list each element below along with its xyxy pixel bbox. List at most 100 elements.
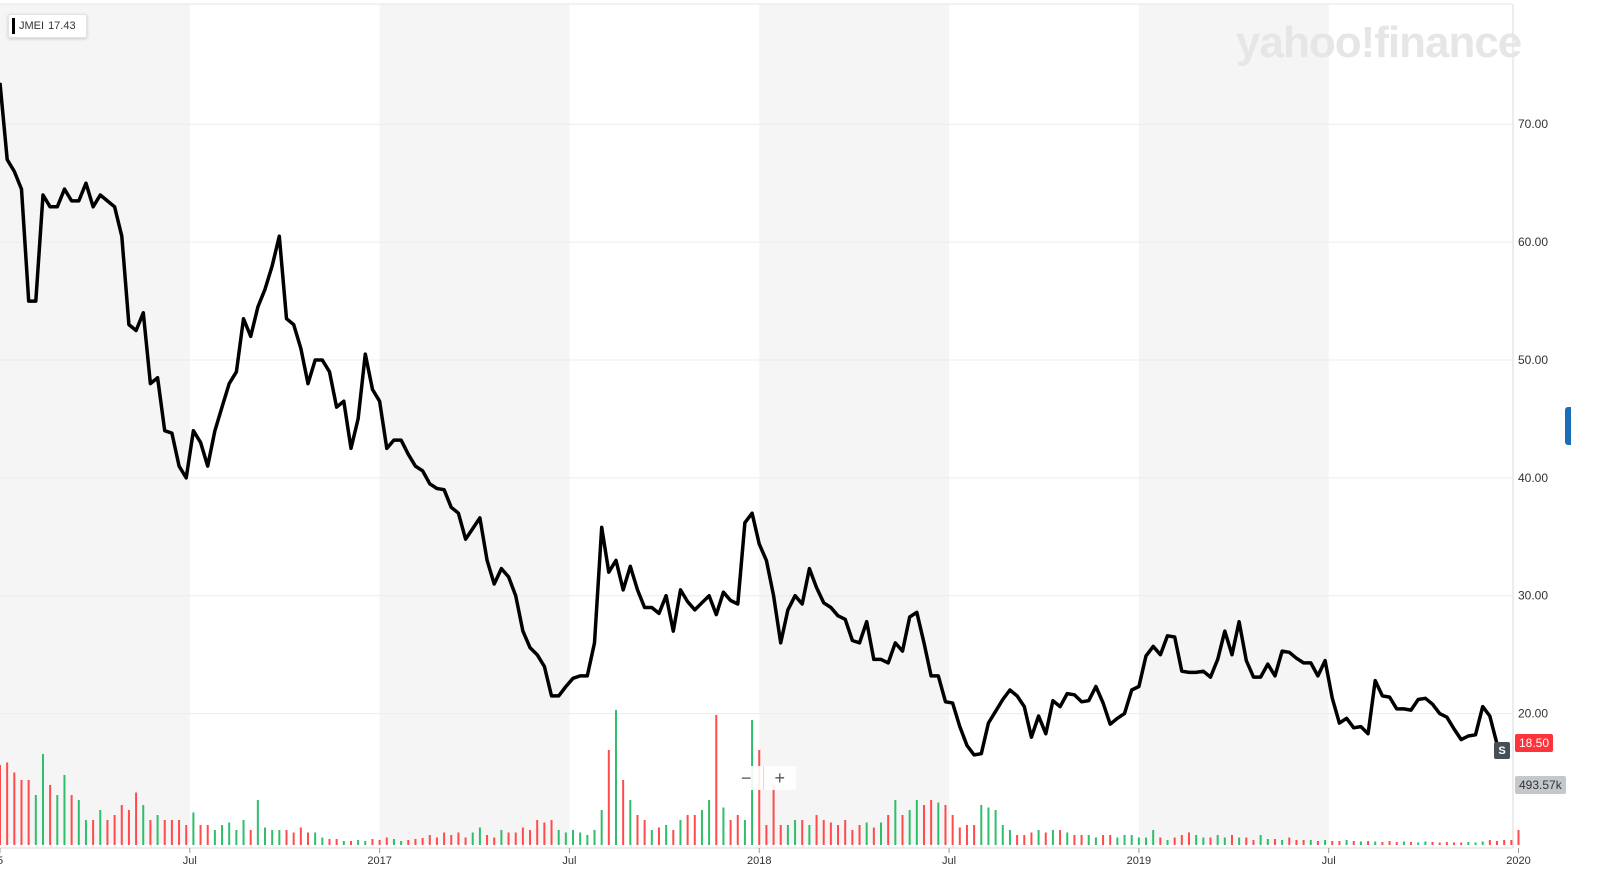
volume-bar [1188, 832, 1191, 845]
price-point [694, 609, 696, 611]
volume-bar [120, 805, 123, 845]
volume-bar [543, 822, 546, 845]
volume-bar [736, 815, 739, 845]
volume-bar [715, 715, 718, 845]
volume-bar [1510, 840, 1513, 845]
price-point [114, 206, 116, 208]
price-point [1073, 694, 1076, 696]
volume-bar [471, 832, 474, 845]
volume-bar [657, 827, 660, 845]
volume-bar [357, 840, 360, 845]
volume-bar [1367, 841, 1370, 845]
price-point [601, 526, 603, 528]
price-point [285, 318, 288, 320]
volume-bar [1116, 837, 1119, 845]
price-point [192, 430, 194, 432]
volume-bar [421, 838, 424, 845]
price-point [106, 200, 109, 202]
volume-bar [70, 795, 73, 845]
price-point [400, 439, 402, 441]
price-point [780, 642, 782, 644]
volume-bar [1352, 841, 1355, 845]
price-point [85, 182, 87, 184]
price-point [1431, 703, 1434, 705]
price-point [328, 371, 331, 373]
price-point [765, 559, 768, 561]
volume-bar [185, 825, 188, 845]
price-point [49, 206, 51, 208]
volume-bar [822, 820, 825, 845]
price-point [1037, 715, 1040, 717]
volume-bar [708, 800, 711, 845]
volume-bar [1410, 842, 1413, 845]
volume-bar [880, 822, 883, 845]
price-point [1209, 676, 1212, 678]
volume-bar [1460, 842, 1463, 845]
volume-bar [951, 815, 954, 845]
price-point [457, 512, 460, 514]
price-point [20, 188, 23, 190]
volume-bar [378, 840, 381, 845]
volume-bar [335, 839, 338, 845]
volume-bar [400, 841, 403, 845]
price-point [1303, 662, 1305, 664]
volume-bar [564, 832, 567, 845]
price-point [414, 465, 417, 467]
price-point [1145, 655, 1147, 657]
price-point [500, 568, 502, 570]
shaded-period-3 [1138, 4, 1329, 844]
volume-bar [1145, 837, 1148, 845]
volume-bar [342, 841, 345, 845]
price-point [307, 382, 309, 385]
volume-bar [794, 820, 797, 845]
volume-bar [514, 832, 517, 845]
price-point [164, 430, 166, 432]
zoom-in-button[interactable]: + [774, 767, 785, 788]
price-point [1403, 708, 1405, 710]
price-point [658, 612, 660, 615]
side-panel-handle[interactable] [1565, 407, 1571, 445]
price-point [507, 576, 510, 578]
zoom-out-button[interactable]: − [730, 766, 764, 790]
price-point [264, 288, 266, 290]
volume-bar [829, 822, 832, 845]
price-point [758, 543, 760, 545]
volume-bar [1281, 840, 1284, 845]
volume-bar [965, 825, 968, 845]
volume-bar [837, 825, 840, 845]
volume-bar [349, 841, 352, 845]
volume-bar [1130, 835, 1133, 845]
split-event-badge[interactable]: S [1494, 742, 1510, 759]
x-tick-label-2: 2017 [367, 855, 391, 867]
price-point [221, 406, 223, 408]
volume-bar [256, 800, 259, 845]
volume-bar [328, 839, 331, 845]
volume-bar [242, 820, 245, 845]
price-point [579, 675, 581, 677]
volume-bar [77, 800, 80, 845]
volume-bar [34, 795, 37, 845]
price-point [894, 642, 896, 644]
price-point [644, 606, 646, 609]
volume-bar [235, 830, 238, 845]
price-point [1123, 713, 1126, 715]
price-point [1188, 671, 1190, 673]
volume-bar [650, 830, 653, 845]
x-axis: 5 Jul 2017 Jul 2018 Jul 2019 Jul 2020 [0, 848, 1531, 867]
price-point [801, 603, 803, 605]
price-point [1489, 715, 1491, 717]
price-point [386, 447, 388, 449]
price-point [815, 586, 818, 589]
price-point [973, 754, 975, 756]
volume-bar [321, 837, 324, 845]
volume-bar [1496, 841, 1498, 845]
volume-bar [163, 820, 166, 845]
volume-bar [1295, 840, 1298, 845]
legend[interactable]: JMEI 17.43 [8, 14, 87, 38]
grid-lines [0, 123, 1512, 715]
volume-bar [1395, 842, 1398, 845]
y-tick-label-4: 60.00 [1518, 235, 1548, 249]
volume-bar [56, 795, 59, 845]
volume-bar [371, 839, 374, 845]
